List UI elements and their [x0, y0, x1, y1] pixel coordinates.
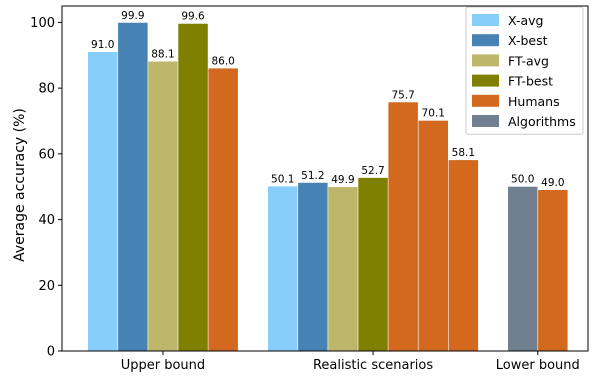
value-label: 51.2	[301, 170, 324, 182]
value-label: 86.0	[211, 55, 234, 67]
value-label: 99.6	[181, 11, 205, 23]
bars-layer	[88, 22, 568, 352]
bar-realistic-scenarios-6	[448, 160, 479, 351]
y-tick-label: 0	[47, 345, 55, 360]
legend-swatch	[472, 74, 499, 87]
value-label: 49.9	[331, 174, 354, 186]
bar-upper-bound-2	[148, 61, 178, 352]
bar-realistic-scenarios-0	[268, 186, 298, 351]
legend-label: FT-avg	[508, 53, 549, 68]
y-axis-title: Average accuracy (%)	[12, 108, 28, 262]
value-label: 50.0	[511, 174, 534, 186]
legend-swatch	[472, 54, 499, 67]
axes-layer: Upper bound Realistic scenarios Lower boun…	[30, 5, 589, 373]
value-labels-layer: 91.0 99.9 88.1 99.6 86.0 50.1 51.2 49.9 52.7 75.7…	[91, 10, 564, 189]
bar-upper-bound-3	[178, 23, 208, 351]
y-tick-label: 80	[38, 82, 55, 97]
legend-swatch	[472, 115, 499, 127]
legend-label: Humans	[508, 94, 560, 109]
bar-lower-bound-0	[508, 186, 538, 351]
legend-label: FT-best	[508, 74, 553, 89]
bar-upper-bound-0	[88, 52, 118, 351]
legend-label: X-best	[508, 33, 548, 48]
legend-label: Algorithms	[508, 114, 576, 129]
y-tick-label: 60	[38, 147, 55, 162]
x-tick-label: Realistic scenarios	[313, 358, 433, 373]
bar-lower-bound-1	[538, 190, 568, 351]
x-tick-label: Lower bound	[496, 358, 580, 373]
legend-swatch	[472, 34, 499, 47]
bar-realistic-scenarios-4	[388, 102, 418, 352]
value-label: 70.1	[422, 108, 445, 120]
bar-upper-bound-4	[208, 68, 238, 351]
legend: X-avg X-best FT-avg FT-best Humans Algorithms	[465, 6, 584, 135]
plot-frame	[61, 5, 589, 352]
value-label: 75.7	[391, 89, 414, 101]
value-label: 58.1	[452, 147, 475, 159]
bar-realistic-scenarios-2	[328, 187, 358, 351]
legend-swatch	[472, 14, 499, 26]
value-label: 99.9	[121, 10, 144, 22]
legend-label: X-avg	[508, 13, 543, 28]
bar-realistic-scenarios-5	[418, 120, 448, 352]
bar-realistic-scenarios-3	[358, 177, 388, 351]
value-label: 91.0	[91, 39, 114, 51]
value-label: 88.1	[151, 49, 174, 61]
bar-realistic-scenarios-1	[298, 182, 328, 351]
y-tick-label: 20	[38, 279, 55, 294]
bar-upper-bound-1	[118, 22, 148, 352]
y-tick-label: 40	[38, 213, 55, 228]
value-label: 52.7	[361, 165, 384, 177]
legend-swatch	[472, 94, 499, 107]
value-label: 50.1	[271, 173, 294, 185]
value-label: 49.0	[541, 177, 564, 189]
x-tick-label: Upper bound	[121, 358, 205, 373]
y-tick-label: 100	[30, 16, 55, 31]
